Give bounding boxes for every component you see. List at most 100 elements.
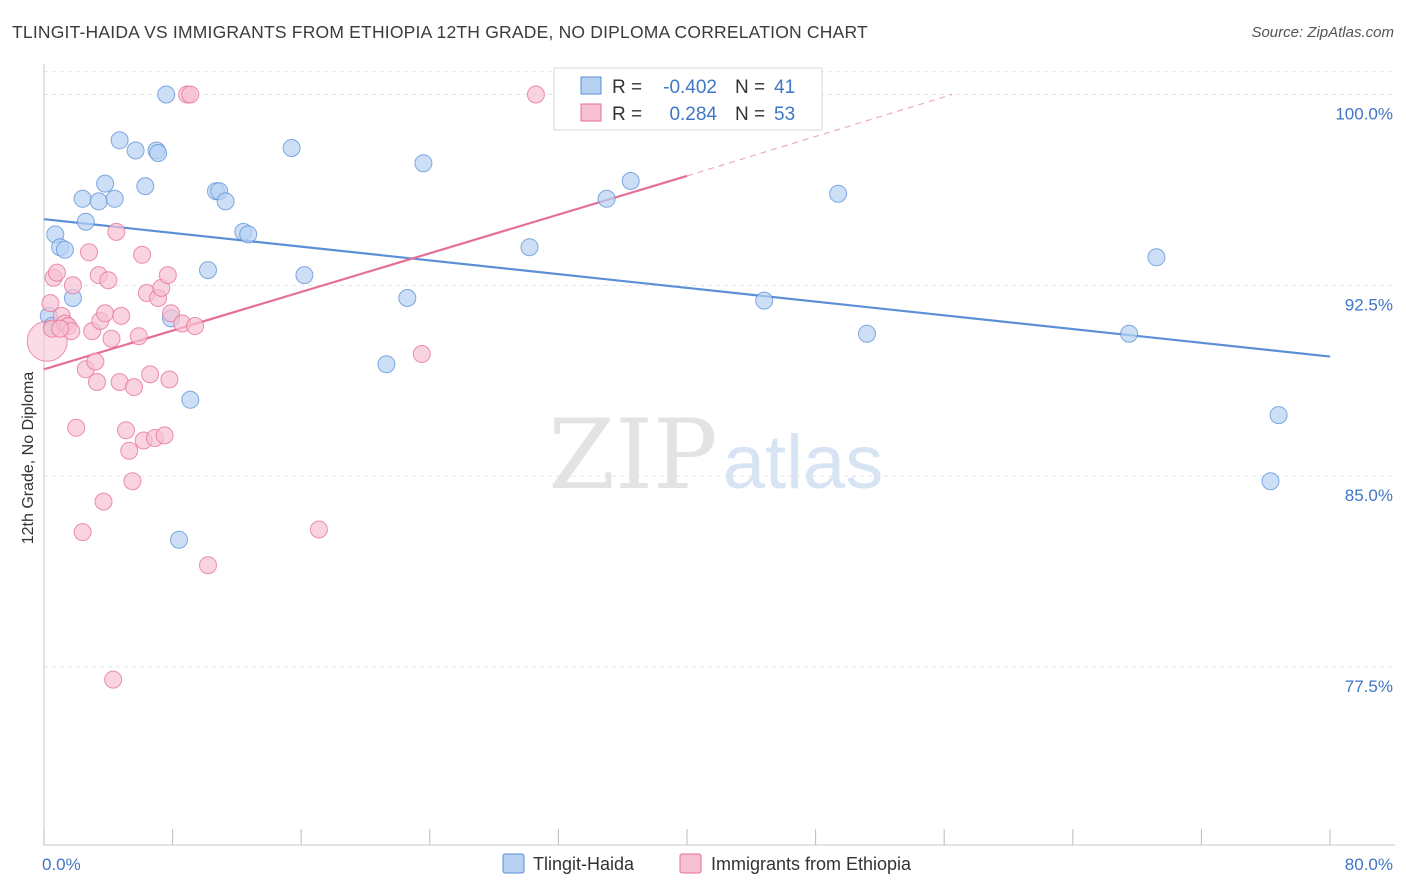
- x-tick-label-min: 0.0%: [42, 855, 81, 874]
- data-points: [26, 85, 1288, 689]
- stats-n-label-ethiopia: N =: [735, 104, 765, 125]
- point-tlingit-haida: [829, 184, 848, 203]
- stats-legend: R = -0.402 N = 41 R = 0.284 N = 53: [553, 67, 823, 131]
- point-tlingit-haida: [126, 141, 145, 160]
- point-ethiopia: [160, 370, 179, 389]
- y-tick-label: 85.0%: [1345, 486, 1393, 505]
- point-ethiopia: [86, 352, 105, 371]
- stats-r-label-ethiopia: R =: [612, 104, 642, 125]
- point-ethiopia: [123, 472, 142, 491]
- stats-swatch-ethiopia: [580, 103, 602, 122]
- point-ethiopia: [67, 418, 86, 437]
- point-tlingit-haida: [621, 172, 640, 190]
- point-tlingit-haida: [136, 177, 155, 196]
- point-ethiopia: [99, 271, 118, 290]
- zipatlas-watermark: ZIP atlas: [548, 399, 883, 511]
- series-legend: Tlingit-Haida Immigrants from Ethiopia: [502, 853, 912, 874]
- point-tlingit-haida: [110, 131, 129, 150]
- trend-extension-ethiopia: [686, 93, 953, 177]
- point-tlingit-haida: [216, 192, 235, 211]
- point-tlingit-haida: [1120, 324, 1139, 343]
- point-tlingit-haida: [295, 266, 314, 285]
- point-ethiopia: [104, 670, 123, 689]
- point-ethiopia: [199, 556, 217, 575]
- legend-label-ethiopia: Immigrants from Ethiopia: [711, 854, 912, 874]
- point-ethiopia: [158, 266, 177, 285]
- legend-swatch-ethiopia: [679, 853, 702, 874]
- point-ethiopia: [309, 520, 328, 539]
- point-tlingit-haida: [55, 240, 74, 259]
- point-ethiopia: [47, 263, 66, 282]
- chart-source: Source: ZipAtlas.com: [1251, 24, 1394, 41]
- point-ethiopia: [141, 365, 160, 384]
- point-ethiopia: [94, 492, 113, 511]
- stats-r-label-tlingit: R =: [612, 77, 642, 98]
- x-tick-label-max: 80.0%: [1345, 855, 1393, 874]
- point-tlingit-haida: [858, 324, 876, 343]
- point-ethiopia: [63, 276, 82, 295]
- point-ethiopia: [96, 304, 115, 323]
- legend-label-tlingit: Tlingit-Haida: [533, 854, 635, 874]
- watermark-atlas: atlas: [723, 420, 884, 505]
- stats-n-label-tlingit: N =: [735, 77, 765, 98]
- trend-lines: [43, 93, 1331, 371]
- point-tlingit-haida: [157, 85, 176, 104]
- point-tlingit-haida: [1261, 472, 1280, 491]
- y-axis-label: 12th Grade, No Diploma: [20, 372, 37, 545]
- point-tlingit-haida: [105, 189, 124, 208]
- point-tlingit-haida: [520, 238, 539, 257]
- point-ethiopia: [129, 327, 148, 346]
- watermark-zip: ZIP: [548, 399, 717, 511]
- trend-line-ethiopia: [43, 174, 688, 371]
- point-ethiopia: [125, 378, 143, 397]
- y-tick-label: 92.5%: [1345, 295, 1393, 314]
- stats-r-value-ethiopia: 0.284: [669, 104, 717, 125]
- point-ethiopia: [181, 85, 200, 104]
- point-ethiopia: [51, 319, 70, 338]
- point-ethiopia: [107, 222, 126, 241]
- point-ethiopia: [88, 373, 106, 391]
- point-tlingit-haida: [414, 154, 433, 173]
- stats-r-value-tlingit: -0.402: [663, 77, 717, 98]
- axes: [43, 64, 1395, 846]
- point-tlingit-haida: [170, 530, 188, 549]
- y-tick-label: 100.0%: [1335, 105, 1393, 124]
- legend-swatch-tlingit: [502, 853, 525, 874]
- point-tlingit-haida: [239, 225, 258, 244]
- stats-n-value-tlingit: 41: [774, 77, 795, 98]
- point-ethiopia: [120, 441, 139, 460]
- point-tlingit-haida: [73, 189, 92, 208]
- y-tick-labels: 77.5% 85.0% 92.5% 100.0%: [1335, 105, 1393, 696]
- point-tlingit-haida: [199, 261, 217, 280]
- point-ethiopia: [186, 317, 205, 335]
- point-ethiopia: [73, 523, 92, 542]
- point-tlingit-haida: [1269, 406, 1288, 425]
- point-ethiopia: [162, 304, 180, 323]
- point-tlingit-haida: [597, 189, 616, 208]
- stats-n-value-ethiopia: 53: [774, 104, 795, 125]
- point-ethiopia: [112, 306, 131, 325]
- point-ethiopia: [526, 85, 545, 104]
- x-tick-labels: 0.0% 80.0%: [42, 855, 1393, 874]
- point-tlingit-haida: [96, 174, 115, 193]
- point-ethiopia: [133, 245, 152, 264]
- point-tlingit-haida: [89, 192, 108, 211]
- point-tlingit-haida: [76, 212, 95, 231]
- point-ethiopia: [80, 243, 98, 262]
- point-ethiopia: [41, 294, 60, 313]
- chart-title: TLINGIT-HAIDA VS IMMIGRANTS FROM ETHIOPI…: [12, 22, 868, 42]
- point-ethiopia: [155, 426, 174, 445]
- point-tlingit-haida: [377, 355, 396, 374]
- point-ethiopia: [412, 345, 431, 363]
- stats-swatch-tlingit: [580, 76, 602, 95]
- y-tick-label: 77.5%: [1345, 677, 1393, 696]
- point-tlingit-haida: [282, 139, 301, 157]
- point-tlingit-haida: [181, 390, 200, 409]
- point-tlingit-haida: [1147, 248, 1166, 267]
- point-tlingit-haida: [149, 144, 168, 162]
- point-ethiopia: [117, 421, 135, 440]
- grid-lines: [44, 71, 1395, 668]
- trend-line-tlingit-haida: [43, 218, 1331, 358]
- point-tlingit-haida: [398, 289, 417, 307]
